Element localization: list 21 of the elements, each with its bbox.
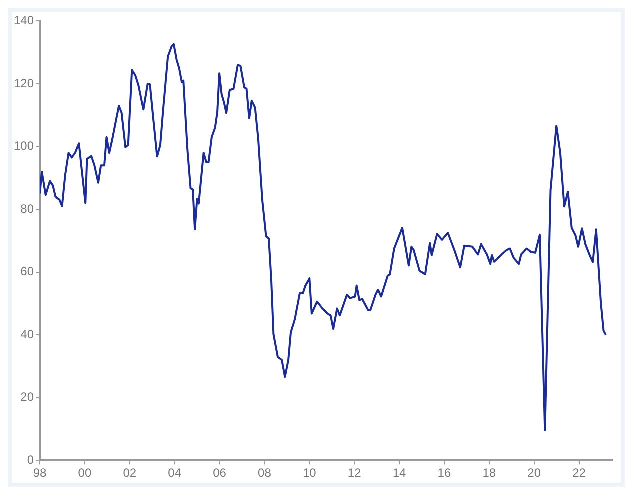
y-tick-label: 100 bbox=[14, 139, 34, 154]
x-tick-label: 10 bbox=[302, 466, 317, 480]
y-tick-label: 20 bbox=[20, 390, 34, 404]
x-tick-label: 06 bbox=[213, 466, 227, 480]
y-tick-label: 80 bbox=[20, 202, 34, 216]
x-tick-label: 12 bbox=[348, 466, 362, 480]
x-tick-label: 98 bbox=[33, 466, 48, 480]
x-tick-label: 08 bbox=[258, 466, 272, 480]
x-tick-label: 20 bbox=[528, 466, 542, 480]
x-tick-label: 14 bbox=[392, 466, 407, 480]
x-tick-label: 18 bbox=[482, 466, 496, 480]
x-tick-label: 04 bbox=[168, 466, 182, 480]
x-tick-label: 16 bbox=[438, 466, 452, 480]
y-tick-label: 0 bbox=[27, 452, 34, 467]
y-tick-label: 120 bbox=[14, 76, 34, 90]
x-tick-label: 00 bbox=[78, 466, 92, 480]
x-tick-label: 02 bbox=[123, 466, 137, 480]
y-tick-label: 60 bbox=[20, 264, 34, 279]
y-tick-label: 40 bbox=[20, 327, 34, 342]
x-tick-label: 22 bbox=[572, 466, 586, 480]
y-tick-label: 140 bbox=[14, 14, 34, 28]
